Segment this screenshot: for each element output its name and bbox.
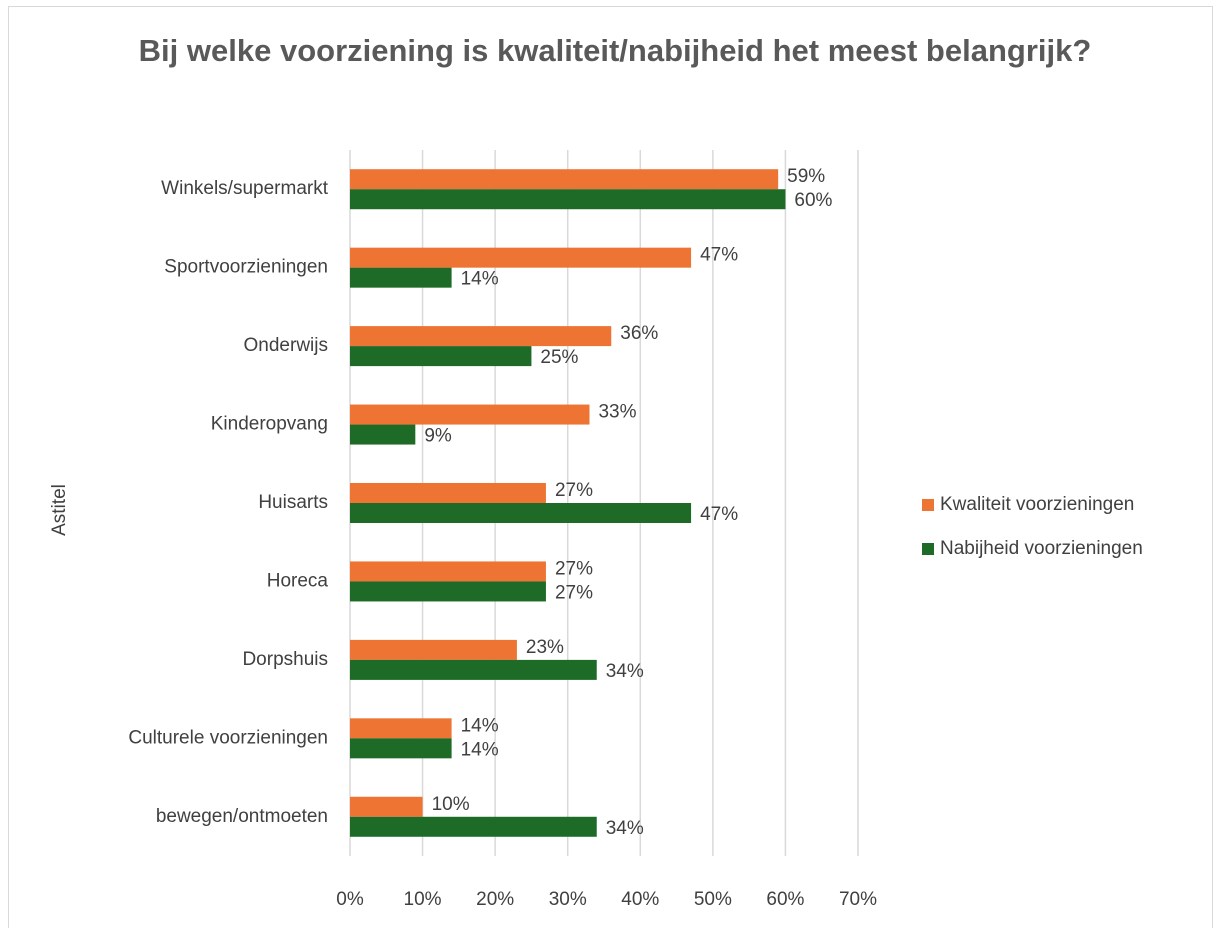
legend-swatch xyxy=(922,543,934,555)
data-label: 34% xyxy=(606,661,644,682)
bar xyxy=(350,483,546,503)
x-tick-label: 0% xyxy=(336,889,364,910)
bar xyxy=(350,718,452,739)
x-tick-label: 30% xyxy=(549,889,587,910)
data-label: 59% xyxy=(787,166,825,187)
data-label: 14% xyxy=(461,715,499,736)
data-label: 47% xyxy=(700,504,738,525)
y-tick-label: Huisarts xyxy=(258,492,328,513)
bar xyxy=(350,424,416,445)
bar xyxy=(350,796,423,817)
y-tick-label: Dorpshuis xyxy=(242,649,328,670)
y-tick-label: Kinderopvang xyxy=(211,414,328,435)
data-label: 60% xyxy=(794,190,832,211)
data-label: 9% xyxy=(424,426,452,447)
bar xyxy=(350,816,597,837)
bar xyxy=(350,639,517,660)
chart-title: Bij welke voorziening is kwaliteit/nabij… xyxy=(138,33,1092,68)
y-axis-title: Astitel xyxy=(49,484,70,536)
y-tick-label: Culturele voorzieningen xyxy=(128,727,328,748)
legend-label: Nabijheid voorzieningen xyxy=(940,538,1143,559)
x-tick-label: 20% xyxy=(476,889,514,910)
legend-label: Kwaliteit voorzieningen xyxy=(940,494,1134,515)
data-label: 34% xyxy=(606,818,644,839)
y-tick-label: bewegen/ontmoeten xyxy=(156,806,328,827)
x-tick-label: 10% xyxy=(404,889,442,910)
x-tick-label: 50% xyxy=(694,889,732,910)
legend-swatch xyxy=(922,499,934,511)
bar xyxy=(350,581,546,602)
bar xyxy=(350,404,590,425)
data-label: 27% xyxy=(555,558,593,579)
x-tick-label: 40% xyxy=(621,889,659,910)
data-label: 23% xyxy=(526,637,564,658)
y-tick-label: Horeca xyxy=(267,570,329,591)
bar xyxy=(350,189,786,210)
bar xyxy=(350,326,612,347)
data-label: 14% xyxy=(461,269,499,290)
data-label: 27% xyxy=(555,582,593,603)
data-label: 10% xyxy=(432,794,470,815)
bar xyxy=(350,738,452,759)
data-label: 33% xyxy=(598,402,636,423)
data-label: 25% xyxy=(540,347,578,368)
data-label: 36% xyxy=(620,323,658,344)
y-tick-label: Onderwijs xyxy=(244,335,328,356)
bar xyxy=(350,247,692,268)
bar xyxy=(350,346,532,367)
bar xyxy=(350,169,779,190)
x-tick-label: 70% xyxy=(839,889,877,910)
data-label: 47% xyxy=(700,245,738,266)
x-tick-label: 60% xyxy=(766,889,804,910)
bar xyxy=(350,267,452,288)
bar xyxy=(350,561,546,582)
bar xyxy=(350,503,692,523)
data-label: 14% xyxy=(461,739,499,760)
data-label: 27% xyxy=(555,480,593,501)
y-tick-label: Winkels/supermarkt xyxy=(161,178,329,199)
chart-border xyxy=(8,6,1213,928)
y-tick-label: Sportvoorzieningen xyxy=(164,257,328,278)
bar xyxy=(350,659,597,680)
